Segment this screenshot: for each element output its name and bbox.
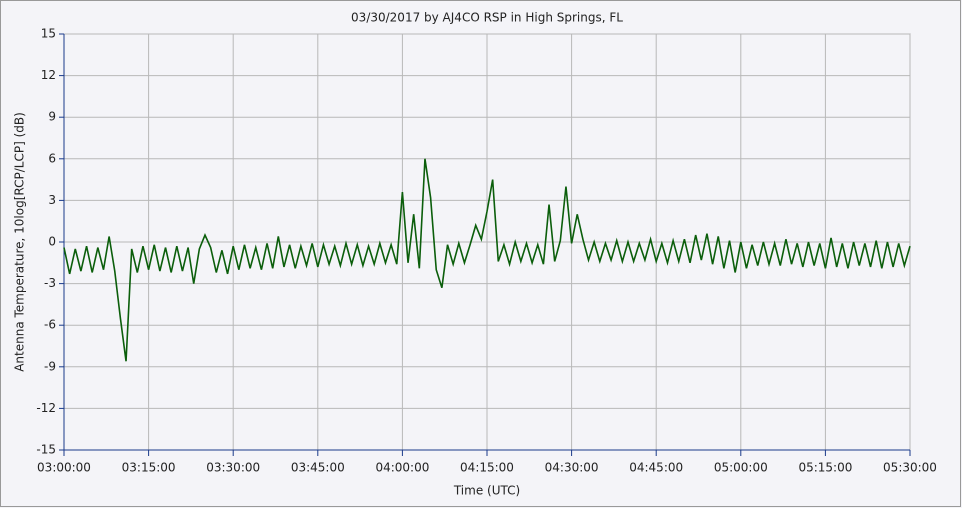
y-tick-label: -12	[36, 401, 56, 415]
x-tick-label: 04:30:00	[545, 461, 599, 475]
x-axis-label: Time (UTC)	[453, 484, 520, 498]
x-tick-label: 03:15:00	[122, 461, 176, 475]
x-tick-label: 04:15:00	[460, 461, 514, 475]
y-axis-label: Antenna Temperature, 10log[RCP/LCP] (dB)	[13, 112, 27, 372]
chart-title: 03/30/2017 by AJ4CO RSP in High Springs,…	[351, 11, 623, 25]
y-tick-label: 9	[48, 110, 56, 124]
x-tick-label: 03:00:00	[37, 461, 91, 475]
y-tick-label: 12	[41, 68, 56, 82]
y-tick-label: 0	[48, 235, 56, 249]
x-tick-label: 05:30:00	[883, 461, 937, 475]
data-line	[63, 158, 911, 362]
x-tick-label: 05:00:00	[714, 461, 768, 475]
x-tick-label: 05:15:00	[798, 461, 852, 475]
y-tick-label: 15	[41, 27, 56, 41]
x-tick-label: 04:45:00	[629, 461, 683, 475]
y-tick-label: -9	[44, 359, 56, 373]
y-tick-label: -3	[44, 276, 56, 290]
y-tick-label: -6	[44, 318, 56, 332]
x-tick-label: 03:45:00	[291, 461, 345, 475]
x-tick-label: 04:00:00	[375, 461, 429, 475]
y-tick-label: -15	[36, 443, 56, 457]
x-tick-label: 03:30:00	[206, 461, 260, 475]
y-tick-label: 6	[48, 151, 56, 165]
y-tick-label: 3	[48, 193, 56, 207]
